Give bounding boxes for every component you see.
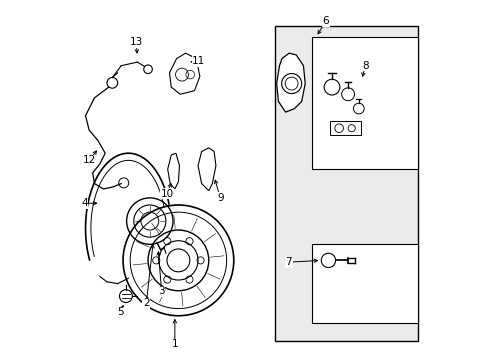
Bar xyxy=(312,244,417,323)
Polygon shape xyxy=(167,153,179,189)
Text: 3: 3 xyxy=(158,287,164,296)
Polygon shape xyxy=(276,53,305,112)
Bar xyxy=(274,26,417,341)
Text: 5: 5 xyxy=(117,307,123,317)
Text: 8: 8 xyxy=(361,61,368,71)
Text: 7: 7 xyxy=(285,257,291,267)
Text: 12: 12 xyxy=(82,156,96,165)
Text: 13: 13 xyxy=(129,37,142,48)
Text: 6: 6 xyxy=(322,16,328,26)
Text: 10: 10 xyxy=(160,189,173,199)
Polygon shape xyxy=(169,53,200,94)
Text: 2: 2 xyxy=(142,298,149,308)
Polygon shape xyxy=(198,148,216,191)
Text: 1: 1 xyxy=(171,339,178,349)
Text: 9: 9 xyxy=(217,193,223,203)
Text: 4: 4 xyxy=(81,198,88,208)
Bar xyxy=(329,121,360,135)
Bar xyxy=(312,37,417,169)
Text: 11: 11 xyxy=(192,57,205,66)
